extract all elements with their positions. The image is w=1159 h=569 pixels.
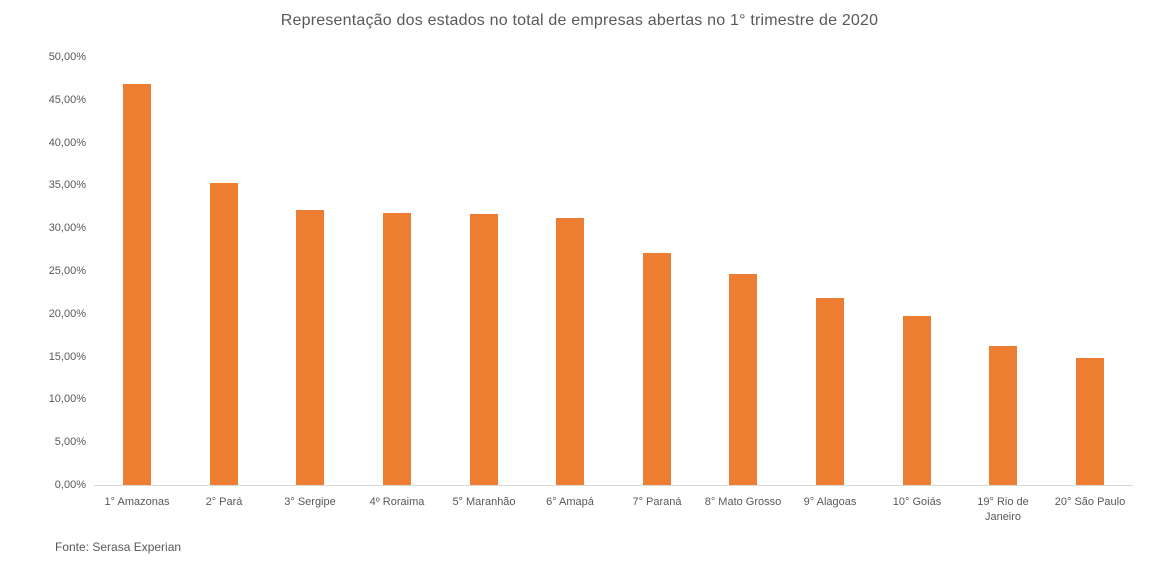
bar [729, 274, 757, 485]
x-tick-label: 4º Roraima [369, 496, 425, 508]
y-tick-label: 0,00% [54, 479, 86, 491]
chart-title: Representação dos estados no total de em… [280, 12, 879, 29]
bar [556, 218, 584, 485]
x-tick-label: 19° Rio de Janeiro [977, 496, 1029, 523]
bar [903, 316, 931, 485]
y-tick-label: 40,00% [48, 136, 86, 149]
bar [989, 346, 1017, 485]
y-tick-label: 10,00% [48, 393, 86, 406]
source-note: Fonte: Serasa Experian [55, 540, 182, 554]
x-tick-label: 20° São Paulo [1054, 496, 1126, 508]
plot-area [94, 57, 1133, 486]
y-tick-label: 50,00% [48, 51, 86, 63]
x-tick-label: 3° Sergipe [284, 496, 336, 508]
y-tick-label: 35,00% [48, 179, 86, 192]
bar [296, 210, 324, 485]
bar [643, 253, 671, 485]
x-tick-label: 10° Goiás [892, 496, 942, 508]
bar [383, 213, 411, 485]
y-tick-label: 5,00% [54, 436, 86, 449]
bar [123, 84, 151, 485]
x-tick-label: 2° Pará [205, 496, 243, 508]
y-tick-label: 15,00% [48, 350, 86, 363]
y-tick-label: 45,00% [48, 93, 86, 106]
bar [816, 298, 844, 485]
x-tick-label: 5° Maranhão [452, 496, 516, 508]
bar [470, 214, 498, 485]
y-tick-label: 20,00% [48, 307, 86, 320]
x-tick-label: 6° Amapá [546, 496, 594, 508]
x-tick-label: 7° Paraná [632, 496, 682, 508]
bar [210, 183, 238, 485]
bar [1076, 358, 1104, 485]
y-tick-label: 25,00% [48, 265, 86, 277]
y-tick-label: 30,00% [48, 222, 86, 235]
x-tick-label: 1° Amazonas [104, 496, 170, 508]
x-tick-label: 9° Alagoas [803, 496, 857, 508]
x-tick-label: 8° Mato Grosso [704, 496, 782, 508]
